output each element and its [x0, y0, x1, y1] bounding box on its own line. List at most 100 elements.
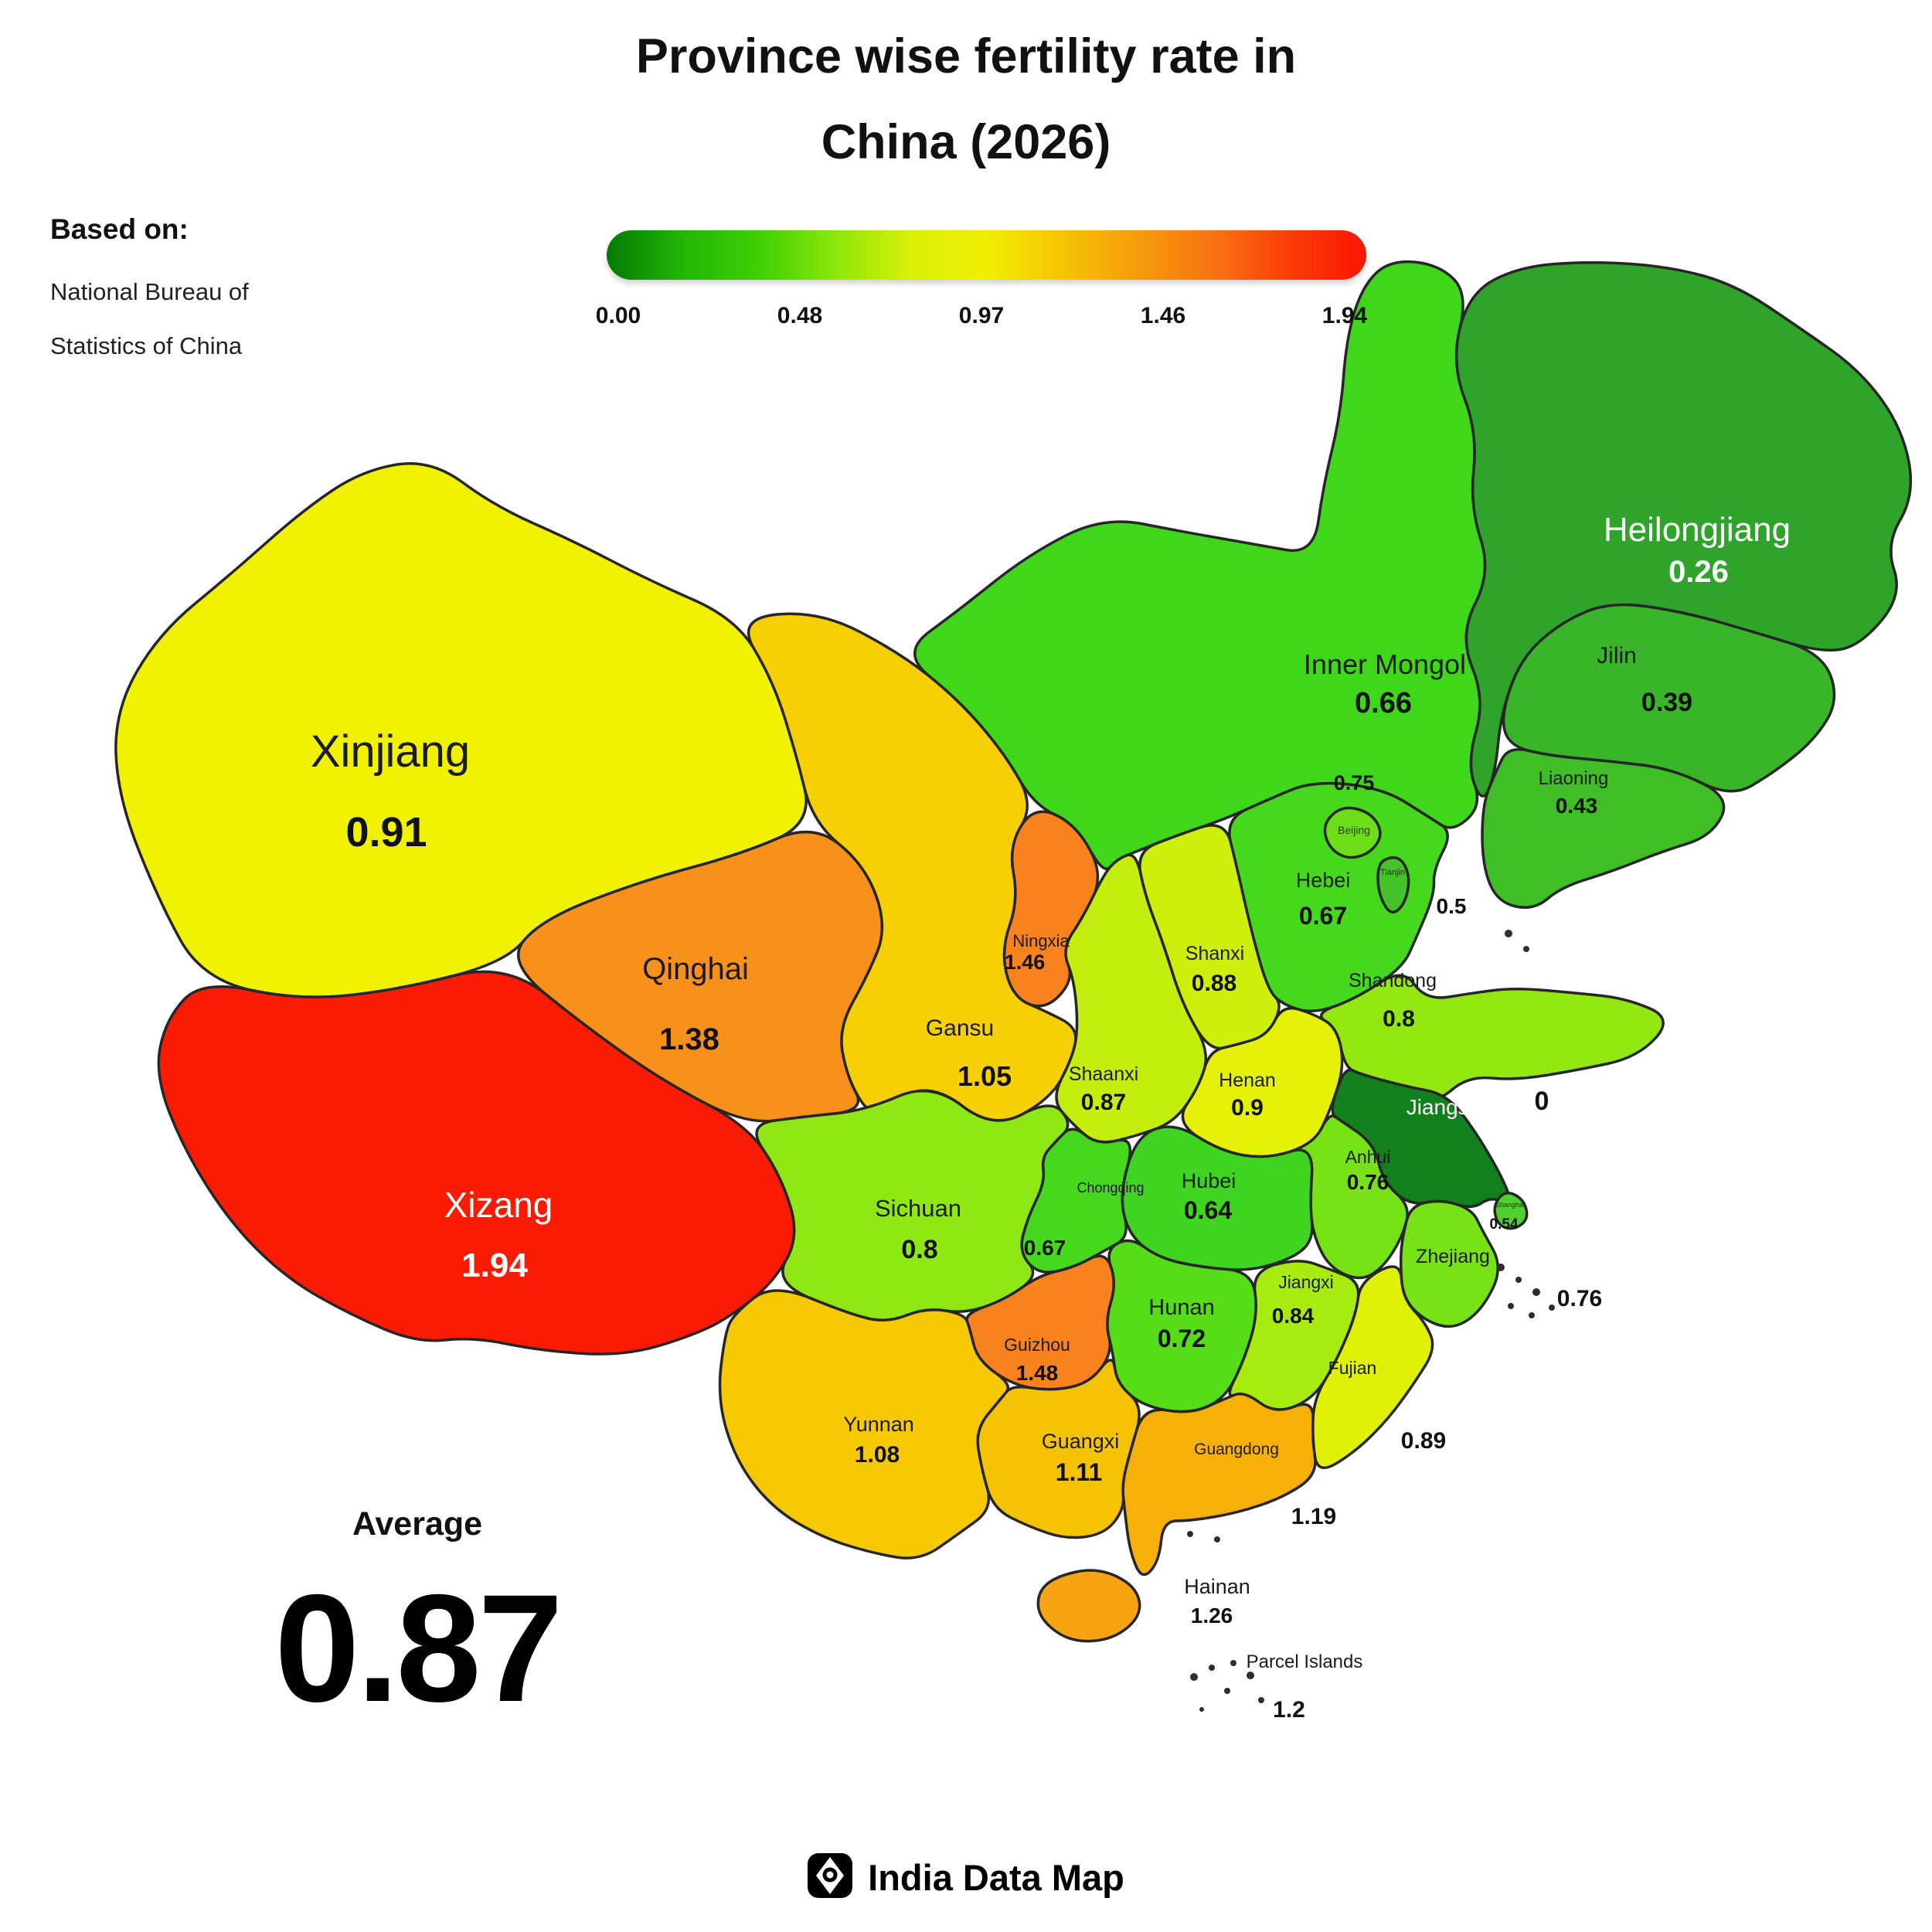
- footer-brand-text: India Data Map: [868, 1857, 1124, 1898]
- page-title: Province wise fertility rate in China (2…: [0, 32, 1932, 167]
- region-fujian: [1311, 1265, 1434, 1470]
- region-zhejiang: [1400, 1199, 1499, 1328]
- region-name-shaanxi: Shaanxi: [1069, 1063, 1138, 1085]
- region-name-fujian: Fujian: [1328, 1358, 1377, 1378]
- region-name-hubei: Hubei: [1182, 1169, 1236, 1192]
- region-value-shandong: 0.8: [1383, 1006, 1415, 1032]
- region-value-ningxia: 1.46: [1005, 951, 1046, 974]
- legend-tick-3: 1.46: [1140, 303, 1186, 328]
- average-value: 0.87: [274, 1563, 563, 1733]
- region-value-jiangxi: 0.84: [1272, 1304, 1315, 1328]
- page-title-line1: Province wise fertility rate in: [635, 29, 1297, 83]
- region-name-hunan: Hunan: [1148, 1295, 1214, 1320]
- legend-tick-1: 0.48: [777, 303, 823, 328]
- region-name-jilin: Jilin: [1597, 643, 1637, 668]
- region-name-shanxi: Shanxi: [1185, 943, 1244, 964]
- region-name-xizang: Xizang: [444, 1185, 553, 1225]
- region-value-shaanxi: 0.87: [1081, 1090, 1126, 1115]
- region-jilin: [1502, 603, 1836, 793]
- island-dot: [1224, 1688, 1230, 1694]
- region-name-zhejiang: Zhejiang: [1416, 1246, 1490, 1267]
- source-line1: National Bureau of: [50, 278, 249, 305]
- island-dot: [1199, 1707, 1204, 1712]
- region-shanghai: [1493, 1192, 1529, 1230]
- region-beijing: [1323, 806, 1382, 859]
- legend-tick-0: 0.00: [595, 303, 641, 328]
- source-line2: Statistics of China: [50, 332, 243, 359]
- region-name-jiangxi: Jiangxi: [1278, 1272, 1334, 1292]
- legend-tick-labels: 0.00 0.48 0.97 1.46 1.94: [0, 303, 1932, 334]
- region-name-chongqing: Chongqing: [1077, 1180, 1144, 1196]
- island-dot: [1209, 1665, 1215, 1671]
- legend-tick-2: 0.97: [958, 303, 1005, 328]
- region-hainan: [1036, 1569, 1141, 1643]
- region-value-gansu: 1.05: [957, 1060, 1012, 1092]
- region-value-guangdong: 1.19: [1291, 1504, 1336, 1529]
- island-dot: [1508, 1303, 1514, 1309]
- island-dot: [1505, 930, 1512, 937]
- region-name-sichuan: Sichuan: [875, 1195, 961, 1222]
- island-dot: [1523, 946, 1529, 952]
- region-value-beijing: 0.75: [1334, 771, 1375, 794]
- region-value-jilin: 0.39: [1641, 688, 1692, 717]
- island-dot: [1190, 1673, 1198, 1681]
- region-name-anhui: Anhui: [1345, 1147, 1391, 1167]
- source-note: Based on: National Bureau of Statistics …: [50, 213, 375, 386]
- region-name-shandong: Shandong: [1349, 970, 1437, 992]
- region-value-sichuan: 0.8: [901, 1235, 937, 1264]
- region-value-tianjin: 0.5: [1437, 894, 1467, 918]
- region-name-heilongjiang: Heilongjiang: [1604, 511, 1791, 549]
- region-name-hebei: Hebei: [1296, 869, 1351, 892]
- region-name-gansu: Gansu: [926, 1015, 994, 1041]
- region-name-guangdong: Guangdong: [1194, 1440, 1279, 1458]
- average-label: Average: [352, 1505, 483, 1543]
- region-name-shanghai: Shanghai: [1495, 1201, 1525, 1209]
- island-dot: [1247, 1672, 1254, 1679]
- region-name-tianjin: Tianjin: [1380, 868, 1405, 877]
- region-value-inner-mongol: 0.66: [1355, 687, 1412, 719]
- region-value-chongqing: 0.67: [1024, 1236, 1066, 1260]
- region-value-anhui: 0.76: [1347, 1170, 1389, 1194]
- region-name-guizhou: Guizhou: [1004, 1335, 1070, 1355]
- region-tianjin: [1376, 855, 1410, 914]
- region-value-parcel-islands: 1.2: [1273, 1697, 1305, 1723]
- region-value-shanghai: 0.54: [1490, 1216, 1519, 1233]
- region-value-hunan: 0.72: [1158, 1325, 1206, 1352]
- region-name-liaoning: Liaoning: [1539, 768, 1609, 789]
- legend-gradient-bar: [607, 230, 1366, 280]
- region-value-shanxi: 0.88: [1192, 971, 1236, 996]
- region-name-qinghai: Qinghai: [642, 952, 749, 986]
- region-name-parcel-islands: Parcel Islands: [1247, 1651, 1363, 1672]
- region-value-guangxi: 1.11: [1056, 1458, 1103, 1486]
- region-value-yunnan: 1.08: [855, 1442, 900, 1468]
- region-liaoning: [1481, 748, 1726, 909]
- region-value-jiangsu: 0: [1535, 1087, 1549, 1116]
- region-name-xinjiang: Xinjiang: [311, 726, 470, 777]
- page-title-line2: China (2026): [821, 115, 1111, 169]
- region-value-xinjiang: 0.91: [345, 809, 427, 855]
- region-value-xizang: 1.94: [461, 1247, 528, 1284]
- region-name-guangxi: Guangxi: [1042, 1430, 1120, 1453]
- region-name-ningxia: Ningxia: [1012, 931, 1070, 951]
- island-dot: [1549, 1304, 1555, 1311]
- region-guangxi: [976, 1359, 1141, 1539]
- region-name-yunnan: Yunnan: [843, 1413, 914, 1436]
- legend-tick-4: 1.94: [1321, 303, 1368, 328]
- region-value-heilongjiang: 0.26: [1668, 555, 1729, 589]
- region-value-hebei: 0.67: [1299, 902, 1347, 930]
- island-dot: [1532, 1288, 1540, 1296]
- region-value-guizhou: 1.48: [1016, 1361, 1059, 1385]
- region-value-zhejiang: 0.76: [1557, 1286, 1602, 1311]
- compass-diamond-icon: [808, 1853, 853, 1902]
- island-dot: [1214, 1536, 1220, 1543]
- region-value-hainan: 1.26: [1191, 1604, 1233, 1628]
- island-dot: [1529, 1312, 1535, 1318]
- island-dot: [1187, 1531, 1193, 1537]
- region-name-hainan: Hainan: [1184, 1575, 1250, 1598]
- footer-brand: India Data Map: [0, 1853, 1932, 1902]
- region-name-beijing: Beijing: [1338, 824, 1370, 836]
- island-dot: [1515, 1277, 1522, 1283]
- source-heading: Based on:: [50, 213, 189, 245]
- region-value-henan: 0.9: [1231, 1095, 1264, 1121]
